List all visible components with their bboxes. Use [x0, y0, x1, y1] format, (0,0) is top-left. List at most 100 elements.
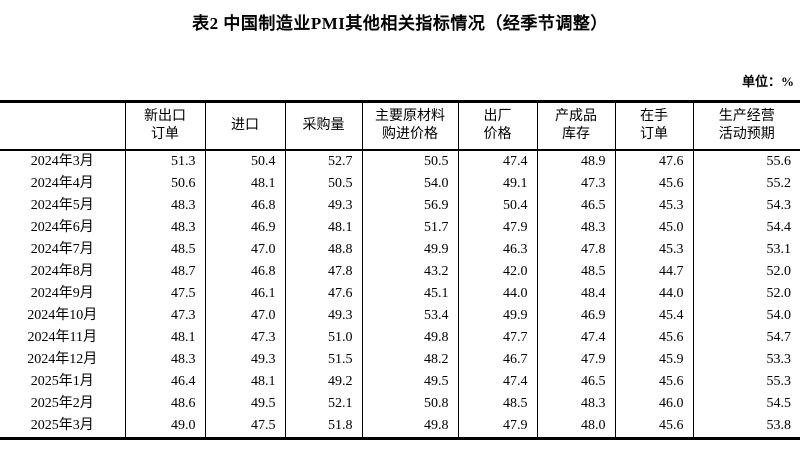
value-cell: 54.5 — [766, 395, 792, 411]
value-cell: 49.5 — [205, 392, 286, 415]
table-row: 2024年10月 47.3 47.0 49.3 53.4 49.9 46.9 45.4 54.0 — [0, 304, 800, 327]
month-label: 2024年7月 — [0, 238, 126, 261]
value-cell: 48.1 — [125, 326, 206, 349]
value-cell: 54.0 — [766, 307, 792, 323]
row-label-column-header — [0, 101, 126, 151]
column-header: 在手 订单 — [615, 101, 694, 151]
value-cell: 47.4 — [458, 149, 538, 173]
value-cell: 45.6 — [615, 326, 694, 349]
value-cell: 46.5 — [537, 370, 616, 393]
month-label: 2024年10月 — [0, 304, 126, 327]
value-cell: 48.4 — [537, 282, 616, 305]
value-cell: 48.8 — [285, 238, 363, 261]
value-cell: 48.9 — [537, 149, 616, 173]
value-cell: 46.7 — [458, 348, 538, 371]
month-label: 2024年3月 — [0, 149, 126, 173]
value-cell: 49.3 — [285, 304, 363, 327]
value-cell: 50.6 — [125, 172, 206, 195]
value-cell: 45.9 — [615, 348, 694, 371]
value-cell: 45.1 — [362, 282, 459, 305]
value-cell: 53.4 — [362, 304, 459, 327]
value-cell: 48.2 — [362, 348, 459, 371]
value-cell: 53.3 — [766, 351, 792, 367]
value-cell: 48.1 — [205, 172, 286, 195]
value-cell: 52.0 — [766, 263, 792, 279]
value-cell: 47.6 — [285, 282, 363, 305]
value-cell: 43.2 — [362, 260, 459, 283]
value-cell: 44.0 — [615, 282, 694, 305]
month-label: 2025年3月 — [0, 414, 126, 438]
value-cell: 48.5 — [537, 260, 616, 283]
value-cell: 54.4 — [766, 219, 792, 235]
value-cell: 44.7 — [615, 260, 694, 283]
value-cell: 55.3 — [766, 373, 792, 389]
value-cell: 49.8 — [362, 414, 459, 438]
month-label: 2024年11月 — [0, 326, 126, 349]
value-cell: 49.0 — [125, 414, 206, 438]
value-cell: 51.8 — [285, 414, 363, 438]
value-cell: 47.0 — [205, 238, 286, 261]
value-cell: 49.3 — [205, 348, 286, 371]
value-cell: 48.3 — [537, 392, 616, 415]
value-cell: 47.8 — [285, 260, 363, 283]
value-cell: 46.8 — [205, 194, 286, 217]
value-cell: 54.7 — [766, 329, 792, 345]
value-cell: 53.8 — [766, 417, 792, 433]
value-cell: 49.9 — [362, 238, 459, 261]
value-cell: 55.2 — [766, 175, 792, 191]
table-row: 2024年9月 47.5 46.1 47.6 45.1 44.0 48.4 44.0 52.0 — [0, 282, 800, 305]
value-cell: 46.8 — [205, 260, 286, 283]
value-cell: 47.9 — [458, 414, 538, 438]
value-cell: 48.3 — [537, 216, 616, 239]
value-cell: 49.5 — [362, 370, 459, 393]
value-cell: 52.1 — [285, 392, 363, 415]
value-cell: 50.4 — [205, 149, 286, 173]
table-row: 2024年7月 48.5 47.0 48.8 49.9 46.3 47.8 45.3 53.1 — [0, 238, 800, 261]
value-cell: 45.4 — [615, 304, 694, 327]
month-label: 2024年5月 — [0, 194, 126, 217]
value-cell: 48.5 — [125, 238, 206, 261]
value-cell: 50.8 — [362, 392, 459, 415]
value-cell: 48.0 — [537, 414, 616, 438]
value-cell: 55.6 — [766, 153, 792, 169]
value-cell: 56.9 — [362, 194, 459, 217]
table-row: 2024年12月 48.3 49.3 51.5 48.2 46.7 47.9 45.9 53.3 — [0, 348, 800, 371]
month-label: 2025年1月 — [0, 370, 126, 393]
month-label: 2024年9月 — [0, 282, 126, 305]
table-row: 2024年6月 48.3 46.9 48.1 51.7 47.9 48.3 45.0 54.4 — [0, 216, 800, 239]
value-cell: 46.0 — [615, 392, 694, 415]
value-cell: 47.8 — [537, 238, 616, 261]
table-row: 2024年4月 50.6 48.1 50.5 54.0 49.1 47.3 45.6 55.2 — [0, 172, 800, 195]
value-cell: 49.2 — [285, 370, 363, 393]
value-cell: 51.7 — [362, 216, 459, 239]
column-header: 生产经营 活动预期 — [693, 101, 800, 151]
value-cell: 46.5 — [537, 194, 616, 217]
value-cell: 48.3 — [125, 348, 206, 371]
table-row: 2024年11月 48.1 47.3 51.0 49.8 47.7 47.4 45.6 54.7 — [0, 326, 800, 349]
month-label: 2024年12月 — [0, 348, 126, 371]
value-cell: 52.0 — [766, 285, 792, 301]
value-cell: 45.0 — [615, 216, 694, 239]
value-cell: 47.6 — [615, 149, 694, 173]
value-cell: 46.3 — [458, 238, 538, 261]
table-row: 2024年8月 48.7 46.8 47.8 43.2 42.0 48.5 44.7 52.0 — [0, 260, 800, 283]
value-cell: 48.6 — [125, 392, 206, 415]
value-cell: 45.6 — [615, 414, 694, 438]
value-cell: 45.6 — [615, 172, 694, 195]
value-cell: 54.3 — [766, 197, 792, 213]
value-cell: 51.5 — [285, 348, 363, 371]
value-cell: 47.9 — [458, 216, 538, 239]
value-cell: 47.7 — [458, 326, 538, 349]
table-header-row: 新出口 订单 进口 采购量 主要原材料 购进价格 出厂 价格 产成品 库存 在手 订单 生产经… — [0, 101, 800, 151]
value-cell: 48.5 — [458, 392, 538, 415]
value-cell: 49.1 — [458, 172, 538, 195]
value-cell: 53.1 — [766, 241, 792, 257]
column-header: 主要原材料 购进价格 — [362, 101, 459, 151]
value-cell: 45.3 — [615, 238, 694, 261]
column-header: 采购量 — [285, 101, 363, 151]
value-cell: 47.9 — [537, 348, 616, 371]
value-cell: 47.0 — [205, 304, 286, 327]
value-cell: 46.9 — [205, 216, 286, 239]
column-header: 进口 — [205, 101, 286, 151]
